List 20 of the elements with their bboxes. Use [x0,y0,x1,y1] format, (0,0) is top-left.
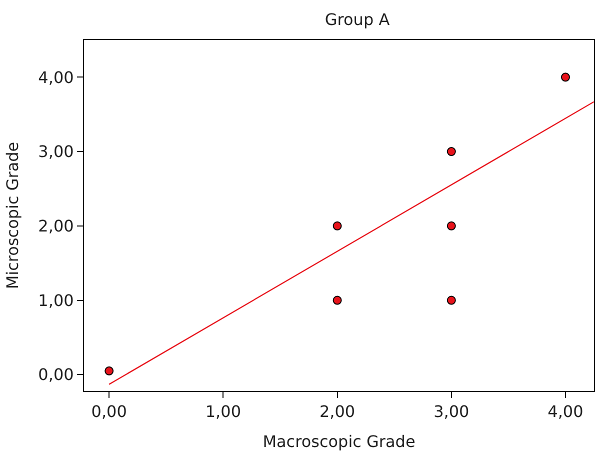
point [446,296,456,305]
point [446,221,456,230]
y-axis-title: Microscopic Grade [3,142,22,290]
x-tick-label: 1,00 [205,402,242,422]
x-tick-label: 3,00 [434,402,470,422]
point [332,296,342,305]
y-tick-label: 1,00 [38,290,74,310]
point [560,72,570,82]
y-tick-label: 2,00 [38,216,74,236]
y-tick-label: 3,00 [38,142,74,162]
point [332,221,342,230]
y-tick-label: 0,00 [38,365,74,384]
y-tick-label: 4,00 [38,68,74,87]
point [104,366,114,376]
point [446,147,456,156]
x-tick-label: 4,00 [548,402,584,422]
x-tick-label: 2,00 [319,402,356,422]
x-axis-title: Macroscopic Grade [262,432,416,451]
chart-title: Group A [324,10,390,29]
x-tick-label: 0,00 [91,402,127,422]
